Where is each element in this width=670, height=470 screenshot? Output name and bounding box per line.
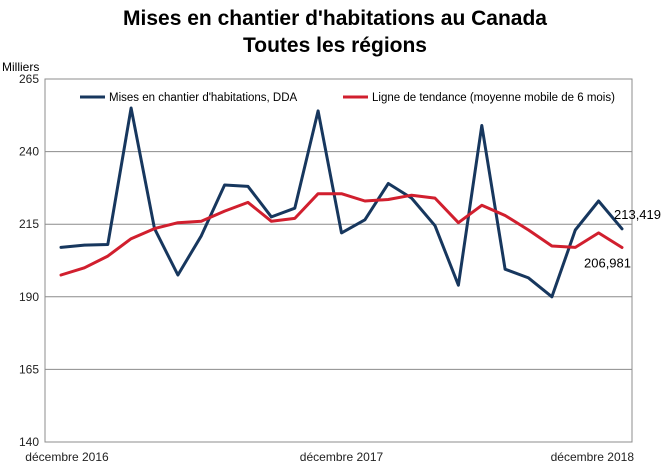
- data-point-trend: [457, 221, 460, 224]
- y-axis-unit-label: Milliers: [2, 60, 40, 74]
- data-point-trend: [410, 193, 413, 197]
- data-point-trend: [106, 254, 109, 258]
- data-point-housing-starts: [59, 246, 63, 249]
- data-point-housing-starts: [433, 224, 437, 227]
- y-tick-label: 190: [19, 290, 39, 304]
- y-tick-label: 240: [19, 145, 39, 159]
- chart-title: Mises en chantier d'habitations au Canad…: [123, 7, 547, 30]
- data-point-housing-starts: [480, 124, 483, 127]
- data-point-housing-starts: [340, 231, 343, 235]
- data-point-trend: [550, 244, 554, 248]
- data-point-trend: [153, 227, 156, 230]
- data-point-trend: [387, 198, 390, 201]
- data-point-housing-starts: [527, 276, 530, 280]
- data-point-housing-starts: [574, 228, 577, 232]
- y-tick-label: 265: [19, 72, 39, 86]
- data-point-housing-starts: [457, 283, 460, 287]
- data-point-housing-starts: [316, 109, 320, 113]
- data-point-housing-starts: [620, 227, 624, 230]
- data-point-trend: [59, 273, 63, 277]
- data-point-housing-starts: [293, 207, 296, 210]
- data-point-trend: [503, 214, 507, 217]
- data-point-trend: [246, 201, 250, 204]
- data-point-trend: [480, 204, 483, 207]
- y-tick-label: 165: [19, 362, 39, 376]
- data-point-housing-starts: [387, 182, 390, 185]
- series-line-housing-starts: [59, 106, 624, 299]
- chart-subtitle: Toutes les régions: [243, 34, 427, 57]
- data-point-housing-starts: [200, 234, 203, 238]
- data-point-trend: [527, 228, 530, 232]
- data-point-housing-starts: [410, 196, 413, 200]
- data-point-housing-starts: [176, 273, 180, 277]
- data-point-housing-starts: [550, 295, 554, 298]
- data-point-housing-starts: [106, 243, 109, 246]
- plot-area-frame: [44, 78, 633, 443]
- legend-entry-trend-label: Ligne de tendance (moyenne mobile de 6 m…: [372, 92, 615, 104]
- data-point-trend: [340, 192, 343, 195]
- x-tick-label: décembre 2017: [300, 450, 384, 464]
- legend-entry-housing-starts-label: Mises en chantier d'habitations, DDA: [109, 92, 298, 104]
- data-point-trend: [83, 266, 86, 269]
- data-point-trend: [270, 220, 273, 223]
- data-point-trend: [597, 231, 600, 235]
- data-point-trend: [200, 220, 203, 223]
- data-point-housing-starts: [223, 183, 226, 187]
- data-point-trend: [574, 246, 577, 249]
- data-point-housing-starts: [270, 215, 273, 219]
- data-point-trend: [176, 221, 180, 224]
- y-tick-label: 140: [19, 435, 39, 449]
- end-value-label-trend: 206,981: [584, 255, 631, 270]
- data-point-trend: [433, 196, 437, 200]
- data-point-trend: [223, 209, 226, 213]
- data-point-trend: [316, 192, 320, 195]
- data-point-trend: [293, 217, 296, 220]
- y-tick-label: 215: [19, 217, 39, 231]
- data-point-housing-starts: [246, 185, 250, 188]
- data-point-housing-starts: [363, 218, 367, 222]
- data-point-housing-starts: [597, 199, 600, 203]
- data-point-housing-starts: [129, 106, 133, 110]
- end-value-label-housing-starts: 213,419: [614, 207, 661, 222]
- data-point-housing-starts: [83, 243, 86, 247]
- data-point-trend: [620, 246, 624, 249]
- data-point-trend: [129, 237, 133, 240]
- data-point-trend: [363, 199, 367, 203]
- data-point-housing-starts: [503, 268, 507, 271]
- x-tick-label: décembre 2018: [551, 450, 635, 464]
- x-tick-label: décembre 2016: [25, 450, 109, 464]
